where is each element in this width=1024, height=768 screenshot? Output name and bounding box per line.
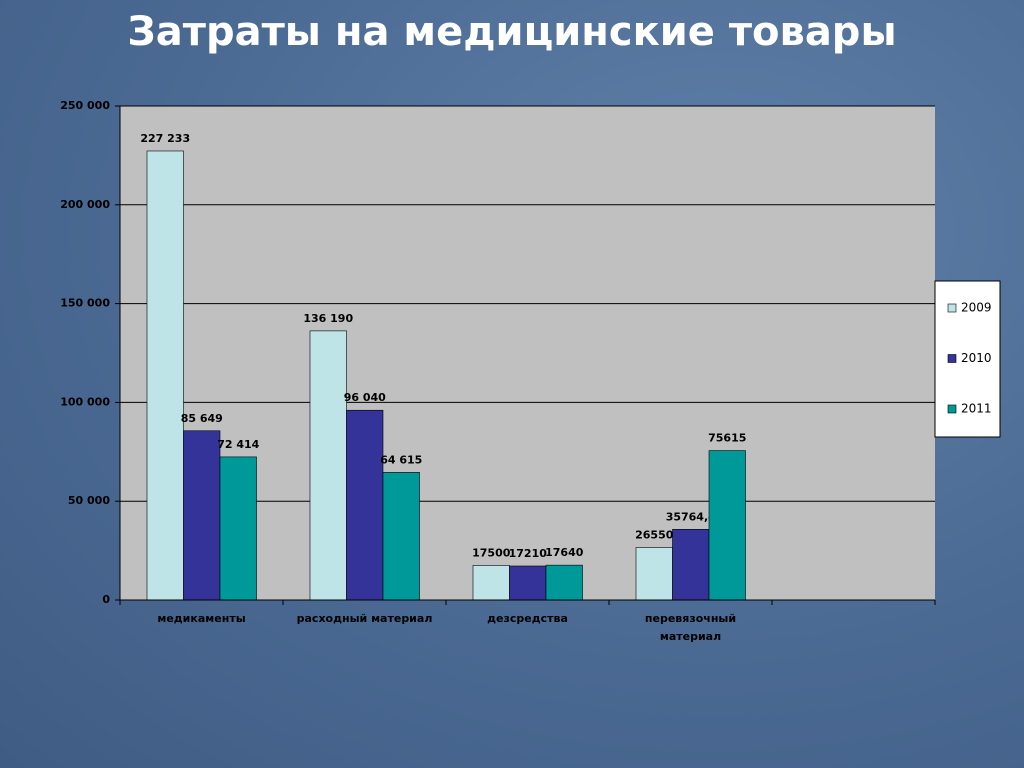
value-label: 17500	[472, 546, 511, 559]
bar	[219, 456, 257, 601]
y-tick-label: 200 000	[60, 198, 110, 211]
legend-swatch	[947, 354, 957, 363]
value-label: 96 040	[344, 391, 386, 404]
bar	[146, 150, 184, 601]
bar	[509, 565, 547, 601]
legend-label: 2010	[961, 351, 992, 365]
y-tick-label: 0	[102, 593, 110, 606]
bar	[545, 564, 583, 601]
value-label: 75615	[708, 432, 746, 445]
value-label: 72 414	[217, 438, 259, 451]
value-label: 17640	[545, 546, 584, 559]
value-label: 85 649	[181, 412, 223, 425]
value-label: 26550	[635, 529, 674, 542]
x-tick-label: медикаменты	[157, 612, 246, 625]
legend-label: 2009	[961, 301, 992, 315]
bar	[472, 565, 510, 601]
y-tick-label: 50 000	[68, 494, 110, 507]
bar	[635, 547, 673, 601]
bar	[382, 472, 420, 601]
bar	[309, 330, 347, 601]
bar	[346, 409, 384, 601]
value-label: 17210	[509, 547, 548, 560]
legend-swatch	[947, 404, 957, 414]
value-label: 227 233	[140, 132, 190, 145]
x-tick-label: перевязочный материал	[644, 612, 737, 643]
y-tick-label: 250 000	[60, 99, 110, 112]
value-label: 35764,4	[666, 510, 716, 523]
x-tick-label: дезсредства	[487, 612, 568, 625]
bar	[183, 430, 221, 601]
legend-box	[934, 280, 1001, 438]
chart-title: Затраты на медицинские товары	[127, 9, 896, 55]
x-tick-label: расходный материал	[296, 612, 433, 625]
legend-label: 2011	[961, 402, 992, 416]
y-tick-label: 150 000	[60, 297, 110, 310]
value-label: 136 190	[303, 312, 353, 325]
bar	[708, 450, 746, 601]
bar	[672, 529, 710, 601]
y-tick-label: 100 000	[60, 395, 110, 408]
value-label: 64 615	[380, 453, 422, 466]
legend-swatch	[947, 303, 957, 313]
